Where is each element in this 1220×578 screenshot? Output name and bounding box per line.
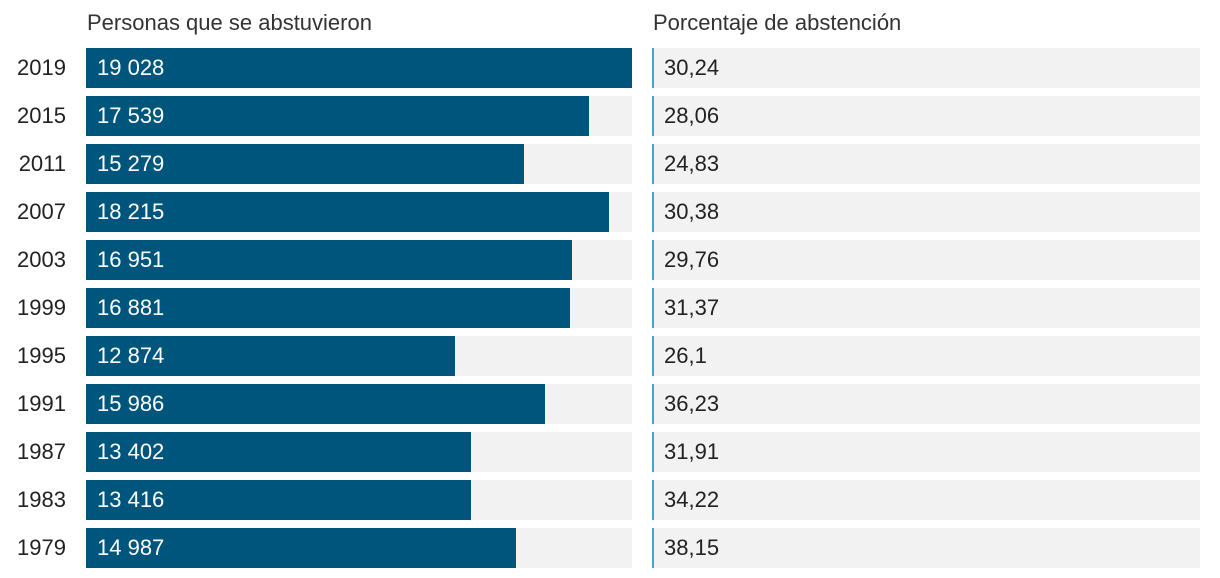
bar-value-label: 15 279 [97,151,165,176]
percentage-track [652,528,1200,568]
abstention-bar [86,480,471,520]
bar-value-label: 13 402 [97,439,165,464]
year-label: 1999 [17,295,66,320]
abstention-bar [86,384,545,424]
percentage-track [652,240,1200,280]
percentage-value-label: 38,15 [664,535,720,560]
bar-value-label: 12 874 [97,343,165,368]
percentage-marker [652,96,654,136]
bar-value-label: 16 881 [97,295,165,320]
percentage-marker [652,480,654,520]
percentage-value-label: 29,76 [664,247,720,272]
percentage-track [652,48,1200,88]
abstention-bar [86,432,471,472]
year-label: 1983 [17,487,66,512]
abstention-bar [86,528,516,568]
year-label: 2019 [17,55,66,80]
percentage-marker [652,48,654,88]
bar-value-label: 13 416 [97,487,165,512]
percentage-value-label: 34,22 [664,487,720,512]
percentage-value-label: 30,24 [664,55,720,80]
percentage-value-label: 26,1 [664,343,707,368]
percentage-value-label: 28,06 [664,103,720,128]
percentage-marker [652,240,654,280]
column-title-percentage: Porcentaje de abstención [653,10,902,35]
year-label: 1991 [17,391,66,416]
abstention-bar [86,336,455,376]
percentage-value-label: 31,37 [664,295,720,320]
percentage-marker [652,528,654,568]
percentage-marker [652,432,654,472]
year-label: 2003 [17,247,66,272]
percentage-marker [652,144,654,184]
bar-value-label: 15 986 [97,391,165,416]
abstention-bar [86,240,572,280]
column-title-persons: Personas que se abstuvieron [87,10,372,35]
percentage-value-label: 36,23 [664,391,720,416]
percentage-marker [652,384,654,424]
percentage-track [652,288,1200,328]
percentage-marker [652,288,654,328]
abstention-bar [86,192,609,232]
abstention-bar [86,96,589,136]
percentage-marker [652,336,654,376]
percentage-track [652,96,1200,136]
percentage-track [652,384,1200,424]
bar-value-label: 16 951 [97,247,165,272]
bar-value-label: 18 215 [97,199,165,224]
percentage-value-label: 30,38 [664,199,720,224]
abstention-bar [86,48,632,88]
year-label: 1995 [17,343,66,368]
percentage-value-label: 31,91 [664,439,720,464]
year-label: 1979 [17,535,66,560]
bar-value-label: 17 539 [97,103,165,128]
abstention-bar [86,144,524,184]
year-label: 2007 [17,199,66,224]
year-label: 2011 [18,151,66,176]
percentage-track [652,336,1200,376]
percentage-marker [652,192,654,232]
year-label: 1987 [17,439,66,464]
abstention-bar [86,288,570,328]
percentage-track [652,144,1200,184]
percentage-value-label: 24,83 [664,151,720,176]
percentage-track [652,480,1200,520]
bar-value-label: 14 987 [97,535,165,560]
percentage-track [652,192,1200,232]
percentage-track [652,432,1200,472]
bar-value-label: 19 028 [97,55,165,80]
year-label: 2015 [17,103,66,128]
